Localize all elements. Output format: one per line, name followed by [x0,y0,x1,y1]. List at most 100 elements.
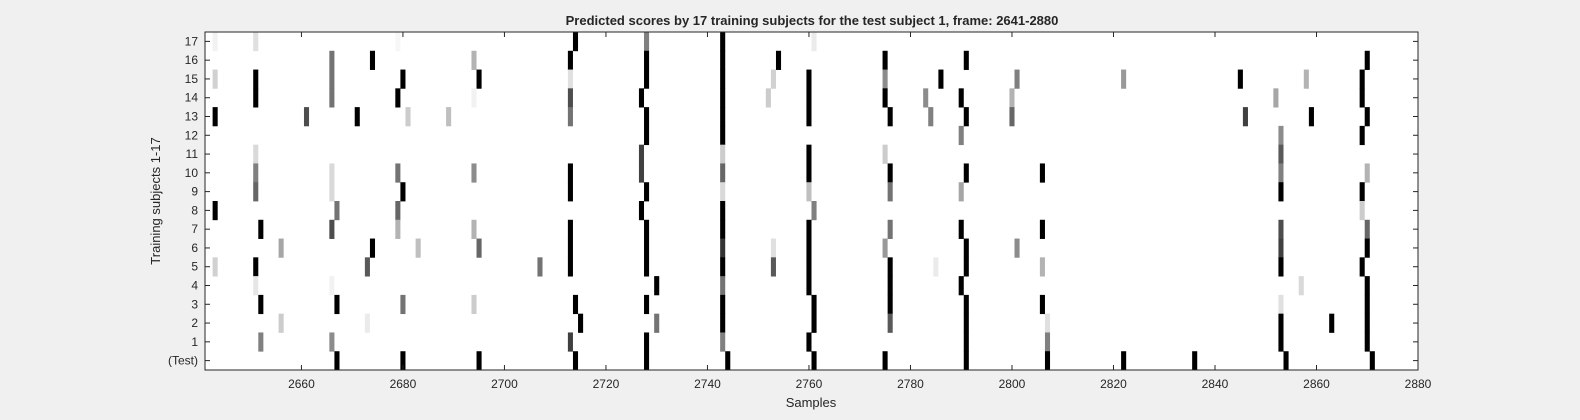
heatmap-cell [811,351,817,371]
heatmap-cell [400,294,406,315]
heatmap-cell [329,219,335,239]
heatmap-cell [329,276,335,296]
y-tick-label: 13 [185,110,199,124]
heatmap-cell [405,107,411,127]
heatmap-cell [253,144,259,164]
heatmap-cell [720,107,726,127]
heatmap-cell [638,201,645,221]
heatmap-cell [278,238,284,258]
heatmap-cell [882,50,888,70]
heatmap-cell [1273,88,1279,108]
heatmap-cell [1009,107,1015,127]
heatmap-cell [806,144,812,164]
heatmap-cell [1364,313,1370,333]
x-axis: 2660 2680 2700 2720 2740 2760 2780 2800 2820 2840… [288,32,1432,391]
heatmap-cell [572,351,579,371]
heatmap-cell [654,276,660,296]
heatmap-cell [644,257,650,277]
heatmap-cell [253,276,259,296]
heatmap-cell [887,294,893,315]
heatmap-cell [1044,351,1051,371]
y-tick-label: (Test) [168,354,198,368]
heatmap-cell [1242,107,1248,127]
y-axis: 17 16 15 14 13 12 11 10 9 8 7 6 5 4 3 2 1 (Test) [168,34,1418,368]
heatmap-cell [329,88,335,108]
heatmap-cell [720,276,726,296]
x-tick-label: 2820 [1100,377,1127,391]
heatmap-cell [212,69,218,89]
heatmap-cell [567,182,573,202]
x-tick-label: 2760 [796,377,823,391]
heatmap-cell [1369,351,1375,371]
heatmap-cell [938,69,944,89]
heatmap-cell [471,88,477,108]
heatmap-cell [471,294,477,315]
heatmap-cell [958,182,964,202]
heatmap-cell [567,332,573,352]
heatmap-cell [1278,257,1284,277]
heatmap-cell [1278,332,1284,352]
heatmap-cell [395,201,401,221]
heatmap-cell [476,69,482,89]
heatmap-cell [1192,351,1198,371]
heatmap-cell [1278,219,1284,239]
heatmap-cell [1014,238,1020,258]
heatmap-cell [400,69,406,89]
heatmap-cell [567,107,573,127]
heatmap-cell [329,69,335,89]
heatmap-cell [644,332,650,352]
heatmap-cell [882,238,888,258]
heatmap-cell [1039,294,1045,315]
heatmap-cell [720,32,726,52]
heatmap-cell [638,144,645,164]
heatmap-cell [923,88,929,108]
heatmap-cell [212,32,218,52]
heatmap-cell [806,107,812,127]
heatmap-cell [887,313,893,333]
heatmap-cell [476,351,482,371]
heatmap-cell [882,88,888,108]
heatmap-cell [253,69,259,89]
x-tick-label: 2780 [897,377,924,391]
heatmap-cell [720,88,726,108]
heatmap-cell [400,351,406,371]
heatmap-cell [400,182,406,202]
heatmap-cell [1364,276,1370,296]
y-tick-label: 7 [191,222,198,236]
heatmap-cell [806,219,812,239]
heatmap-cell [258,219,264,239]
heatmap-cell [720,125,726,146]
heatmap-cell [1359,69,1365,89]
heatmap-cell [471,50,477,70]
heatmap-cell [567,257,573,277]
heatmap-cell [958,88,964,108]
heatmap-cell [806,88,812,108]
heatmap-cell [770,238,776,258]
heatmap-cell [395,32,401,52]
heatmap-cell [1009,88,1015,108]
heatmap-cell [1364,294,1370,315]
heatmap-cell [1278,125,1284,146]
heatmap-cell [253,257,259,277]
heatmap-cell [963,332,969,352]
heatmap-cell [963,238,969,258]
heatmap-cell [1278,238,1284,258]
heatmap-cell [811,313,817,333]
heatmap-cell [644,32,650,52]
heatmap-cell [415,238,421,258]
heatmap-cell [329,332,335,352]
heatmap-cell [471,163,477,183]
heatmap-cell [638,88,645,108]
heatmap-cell [770,69,776,89]
y-axis-label: Training subjects 1-17 [148,137,163,264]
heatmap-cell [720,238,726,258]
y-tick-label: 14 [185,91,199,105]
heatmap-cell [567,219,573,239]
heatmap-cell [770,257,776,277]
heatmap-cell [720,144,726,164]
heatmap-cell [537,257,543,277]
chart-title: Predicted scores by 17 training subjects… [566,13,1059,28]
x-tick-label: 2740 [694,377,721,391]
y-tick-label: 3 [191,297,198,311]
y-tick-label: 17 [185,34,199,48]
